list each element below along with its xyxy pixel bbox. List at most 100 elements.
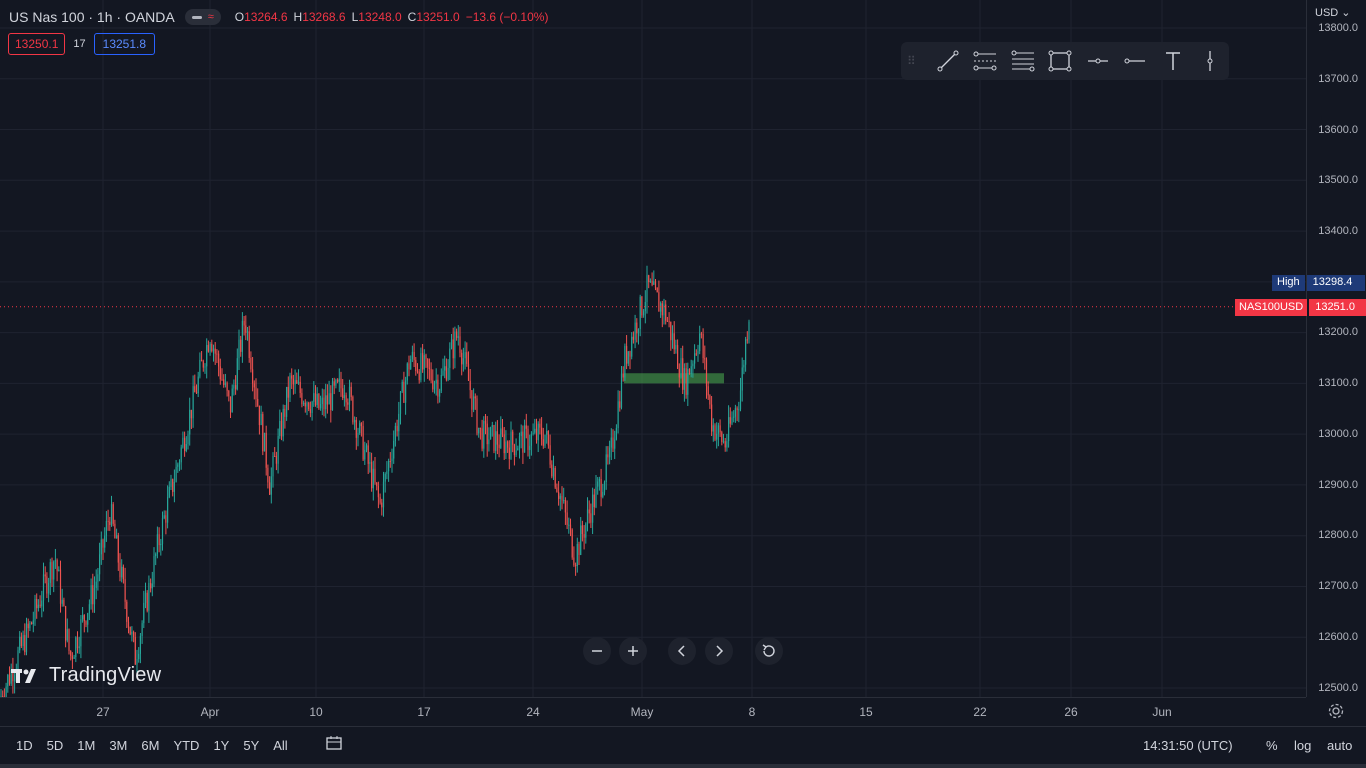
candle-body <box>440 374 442 391</box>
candle-body <box>508 447 510 459</box>
candle-body <box>507 441 509 448</box>
minus-icon <box>191 15 202 19</box>
range-1y-button[interactable]: 1Y <box>213 738 230 753</box>
range-5y-button[interactable]: 5Y <box>243 738 260 753</box>
candle-body <box>180 447 182 463</box>
candle-body <box>124 579 126 602</box>
candle-body <box>626 346 628 364</box>
candle-body <box>746 339 748 341</box>
zoom-out-button[interactable] <box>583 637 611 665</box>
horizontal-ray-icon[interactable] <box>1079 42 1117 80</box>
candle-body <box>602 491 604 497</box>
price-scale[interactable]: 13800.0 13700.0 13600.0 13500.0 13400.0 … <box>1306 0 1366 697</box>
buy-button[interactable]: 13251.8 <box>93 33 156 55</box>
percent-scale-toggle[interactable]: % <box>1266 738 1278 753</box>
candle-body <box>398 413 400 432</box>
candle-body <box>726 441 728 448</box>
candle-body <box>306 402 308 407</box>
candle-body <box>219 366 221 380</box>
chart-pane[interactable] <box>0 0 1306 697</box>
parallel-channel-icon[interactable] <box>966 42 1004 80</box>
candle-body <box>257 399 259 406</box>
candle-body <box>138 653 140 660</box>
rectangle-icon[interactable] <box>1041 42 1079 80</box>
drawing-toolbar: ⠿ <box>901 42 1229 80</box>
candle-body <box>544 434 546 446</box>
scroll-left-button[interactable] <box>668 637 696 665</box>
candle-body <box>620 373 623 408</box>
candle-body <box>505 441 507 454</box>
candle-body <box>129 626 131 635</box>
candle-body <box>624 346 626 378</box>
high-value: 13268.6 <box>302 10 346 24</box>
candle-body <box>66 629 68 641</box>
scroll-right-button[interactable] <box>705 637 733 665</box>
candle-body <box>313 393 315 402</box>
go-to-date-button[interactable] <box>325 735 343 756</box>
price-tick: 12500.0 <box>1318 682 1358 694</box>
candle-body <box>185 443 187 452</box>
candle-body <box>304 402 306 407</box>
time-tick: Apr <box>200 705 220 719</box>
horizontal-line-icon[interactable] <box>1116 42 1154 80</box>
symbol-title[interactable]: US Nas 100 · 1h · OANDA <box>9 9 175 25</box>
candle-body <box>439 390 441 397</box>
candle-body <box>583 534 585 538</box>
sell-button[interactable]: 13250.1 <box>8 33 66 55</box>
range-3m-button[interactable]: 3M <box>109 738 128 753</box>
candle-body <box>461 352 463 365</box>
candle-body <box>0 696 2 697</box>
currency-selector[interactable]: USD ⌄ <box>1315 6 1351 19</box>
candle-body <box>177 464 179 467</box>
candle-body <box>428 367 430 369</box>
candle-body <box>189 409 191 435</box>
time-tick: Jun <box>1152 705 1172 719</box>
candle-body <box>330 393 332 411</box>
fib-retracement-icon[interactable] <box>1004 42 1042 80</box>
time-axis[interactable]: 27 Apr 10 17 24 May 8 15 22 26 Jun <box>0 697 1306 725</box>
candle-body <box>391 458 393 462</box>
plus-icon <box>628 646 638 656</box>
reset-chart-button[interactable] <box>755 637 783 665</box>
candle-body <box>690 366 692 374</box>
price-tick: 12700.0 <box>1318 580 1358 592</box>
candle-body <box>289 375 291 398</box>
candle-body <box>270 476 272 495</box>
range-ytd-button[interactable]: YTD <box>173 738 200 753</box>
auto-scale-toggle[interactable]: auto <box>1327 738 1353 753</box>
tradingview-logo[interactable]: TradingView <box>11 664 161 687</box>
chart-settings-button[interactable] <box>1327 702 1345 725</box>
candle-body <box>343 395 345 399</box>
reset-icon <box>762 644 775 657</box>
text-icon[interactable] <box>1154 42 1192 80</box>
clock-timezone[interactable]: 14:31:50 (UTC) <box>1143 738 1233 753</box>
legend-toggle-button[interactable]: ≈ <box>184 9 221 25</box>
candle-body <box>352 396 354 423</box>
range-1m-button[interactable]: 1M <box>77 738 96 753</box>
candle-body <box>432 380 434 390</box>
logo-text: TradingView <box>49 664 162 686</box>
log-scale-toggle[interactable]: log <box>1294 738 1312 753</box>
drag-handle-icon[interactable]: ⠿ <box>907 54 916 68</box>
candle-body <box>479 427 481 429</box>
candle-body <box>418 371 420 381</box>
candle-body <box>415 360 417 371</box>
last-price-tag: NAS100USD 13251.0 <box>1235 299 1366 316</box>
trend-line-icon[interactable] <box>929 42 967 80</box>
candle-body <box>31 622 33 625</box>
candle-body <box>530 434 532 446</box>
range-5d-button[interactable]: 5D <box>46 738 64 753</box>
candle-body <box>150 582 152 589</box>
zoom-in-button[interactable] <box>619 637 647 665</box>
range-6m-button[interactable]: 6M <box>141 738 160 753</box>
candle-body <box>311 401 313 413</box>
candle-body <box>10 669 12 684</box>
range-all-button[interactable]: All <box>273 738 288 753</box>
vertical-line-icon[interactable] <box>1191 42 1229 80</box>
candle-body <box>413 351 415 361</box>
candle-body <box>396 425 398 432</box>
range-1d-button[interactable]: 1D <box>16 738 33 753</box>
candle-body <box>231 388 233 413</box>
candle-body <box>586 509 589 524</box>
price-chart[interactable] <box>0 0 1306 697</box>
